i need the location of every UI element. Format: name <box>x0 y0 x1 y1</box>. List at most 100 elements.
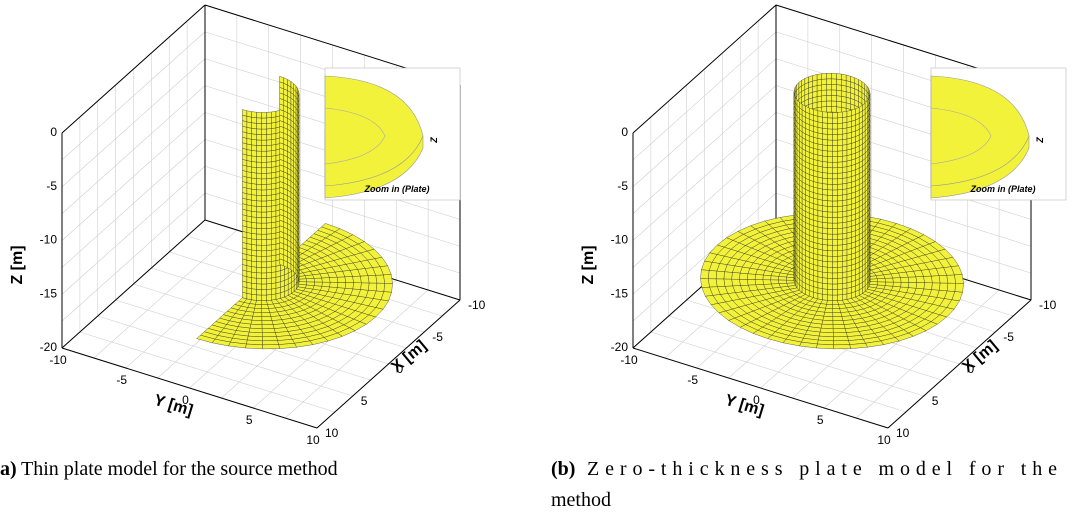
cylinder-cell <box>252 211 257 217</box>
cylinder-cell <box>247 221 252 227</box>
cylinder-cell <box>836 74 841 80</box>
cylinder-cell <box>252 150 257 156</box>
cylinder-cell <box>842 227 847 233</box>
cylinder-cell <box>837 261 842 267</box>
cylinder-cell <box>261 140 266 146</box>
plate-cell <box>901 282 909 287</box>
cylinder-cell <box>837 217 842 223</box>
plate-cell <box>256 300 262 304</box>
cylinder-cell <box>261 157 266 163</box>
cylinder-cell <box>822 79 827 85</box>
cylinder-cell <box>252 189 257 195</box>
y-tick-label: 10 <box>306 433 320 447</box>
plate-cell <box>376 275 385 283</box>
cylinder-cell <box>247 149 252 155</box>
plate-cell <box>299 282 307 285</box>
y-tick-label: -5 <box>116 373 127 387</box>
plate-cell <box>885 278 893 282</box>
cylinder-cell <box>247 293 252 299</box>
plate-cell <box>833 317 843 321</box>
plate-cell <box>716 279 725 287</box>
cylinder-cell <box>271 161 276 167</box>
cylinder-cell <box>247 116 252 122</box>
plate-cell <box>825 308 833 312</box>
x-axis-label: X [m] <box>959 337 1001 376</box>
cylinder-cell <box>818 282 823 288</box>
cylinder-cell <box>827 79 832 85</box>
cylinder-cell <box>266 284 271 290</box>
cylinder-cell <box>818 122 823 128</box>
cylinder-cell <box>828 118 833 124</box>
cylinder-cell <box>832 289 837 295</box>
cylinder-cell <box>252 167 257 173</box>
cylinder-cell <box>247 205 252 211</box>
cylinder-cell <box>837 250 842 256</box>
cylinder-cell <box>837 189 842 195</box>
cylinder-cell <box>818 199 823 205</box>
cylinder-cell <box>247 177 252 183</box>
plate-cell <box>263 345 280 349</box>
cylinder-cell <box>842 272 847 278</box>
y-tick-label: -10 <box>620 353 638 367</box>
cylinder-cell <box>832 101 837 107</box>
plate-cell <box>939 283 948 291</box>
cylinder-cell <box>247 271 252 277</box>
cylinder-cell <box>271 189 276 195</box>
plate-cell <box>353 283 361 290</box>
cylinder-cell <box>266 239 271 245</box>
cylinder-cell <box>817 101 822 107</box>
cylinder-cell <box>252 195 257 201</box>
cylinder-cell <box>261 267 266 273</box>
cylinder-cell <box>252 267 257 273</box>
cylinder-cell <box>832 267 837 273</box>
cylinder-cell <box>261 256 266 262</box>
cylinder-cell <box>828 129 833 135</box>
cylinder-cell <box>266 223 271 229</box>
x-axis-label: X [m] <box>388 337 430 376</box>
x-tick-label: -10 <box>468 298 486 312</box>
cylinder-cell <box>261 245 266 251</box>
cylinder-cell <box>832 256 837 262</box>
cylinder-cell <box>261 278 266 284</box>
cylinder-cell <box>842 283 847 289</box>
cylinder-cell <box>257 156 262 162</box>
cylinder-cell <box>252 178 257 184</box>
cylinder-cell <box>818 266 823 272</box>
cylinder-cell <box>271 227 276 233</box>
cylinder-cell <box>837 167 842 173</box>
cylinder-cell <box>832 229 837 235</box>
cylinder-cell <box>823 206 828 212</box>
plate-cell <box>833 309 841 313</box>
cylinder-cell <box>266 151 271 157</box>
cylinder-cell <box>842 277 847 283</box>
cylinder-cell <box>832 73 837 79</box>
cylinder-cell <box>842 200 847 206</box>
cylinder-cell <box>837 206 842 212</box>
cylinder-cell <box>842 261 847 267</box>
cylinder-cell <box>818 127 823 133</box>
cylinder-cell <box>247 144 252 150</box>
cylinder-cell <box>252 206 257 212</box>
plate-cell <box>314 278 322 282</box>
cylinder-cell <box>818 149 823 155</box>
cylinder-cell <box>832 95 837 101</box>
plate-cell <box>932 283 940 290</box>
cylinder-cell <box>247 161 252 167</box>
cylinder-cell <box>257 173 262 179</box>
cylinder-cell <box>266 156 271 162</box>
cylinder-cell <box>818 288 823 294</box>
cylinder-cell <box>271 233 276 239</box>
cylinder-cell <box>818 205 823 211</box>
cylinder-cell <box>266 234 271 240</box>
cylinder-cell <box>257 295 262 301</box>
plate-cell <box>763 275 771 280</box>
plate-cell <box>383 274 392 283</box>
cylinder-cell <box>842 294 847 300</box>
cylinder-cell <box>837 228 842 234</box>
cylinder-cell <box>247 227 252 233</box>
cylinder-cell <box>257 129 262 135</box>
cylinder-cell <box>842 266 847 272</box>
cylinder-cell <box>266 167 271 173</box>
cylinder-cell <box>828 239 833 245</box>
cylinder-cell <box>818 277 823 283</box>
